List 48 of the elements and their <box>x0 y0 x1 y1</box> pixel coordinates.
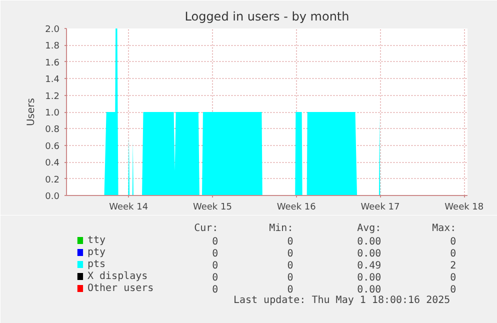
y-tick-label: 1.6 <box>45 58 60 68</box>
x-tick-label: Week 14 <box>109 202 148 212</box>
text: 0 <box>287 272 294 284</box>
x-tick-label: Week 15 <box>192 202 232 212</box>
text: 0 <box>212 236 218 248</box>
legend-label: X displays <box>87 271 148 282</box>
text: 0 <box>212 284 218 296</box>
text: 2 <box>450 260 456 272</box>
x-tick-label: Week 17 <box>360 202 400 212</box>
text: Avg: <box>357 223 382 234</box>
text: Min: <box>269 223 294 234</box>
text: Last update: Thu May 1 18:00:16 2025 <box>233 295 450 306</box>
y-tick-label: 0.4 <box>45 158 60 169</box>
legend-label: pty <box>87 247 106 258</box>
text: 0.00 <box>357 236 382 248</box>
y-tick-label: 1.2 <box>45 92 60 102</box>
y-tick-label: 0.0 <box>45 192 60 202</box>
text: 0 <box>450 236 456 248</box>
text: 0 <box>450 284 456 296</box>
text: 0.49 <box>357 260 382 272</box>
text: 0 <box>287 284 294 296</box>
y-tick-label: 0.2 <box>45 175 60 186</box>
text: 0 <box>450 272 456 284</box>
legend-label: pts <box>87 259 106 270</box>
y-tick-label: 0.8 <box>45 125 60 136</box>
text: Max: <box>432 223 456 234</box>
text: 0 <box>212 272 218 284</box>
text: 0 <box>287 260 294 272</box>
y-tick-label: 1.4 <box>45 75 60 86</box>
y-tick-label: 1.8 <box>45 42 60 52</box>
y-tick-label: 2.0 <box>45 25 60 35</box>
y-tick-label: 1.0 <box>45 108 60 118</box>
text: 0 <box>212 260 218 272</box>
text: 0.00 <box>357 284 382 296</box>
x-tick-label: Week 16 <box>276 202 316 212</box>
text: 0.00 <box>357 248 382 260</box>
text: 0 <box>287 248 294 260</box>
text: 0 <box>450 248 456 260</box>
y-axis-title: Users <box>26 98 38 126</box>
legend-label: Other users <box>87 283 154 294</box>
legend-label: tty <box>87 235 106 246</box>
text: 0 <box>287 236 294 248</box>
y-tick-label: 0.6 <box>45 142 60 152</box>
text: 0.00 <box>357 272 382 284</box>
text: 0 <box>212 248 218 260</box>
chart-title: Logged in users - by month <box>184 10 350 24</box>
text: Cur: <box>194 223 218 234</box>
x-tick-label: Week 18 <box>444 202 484 212</box>
